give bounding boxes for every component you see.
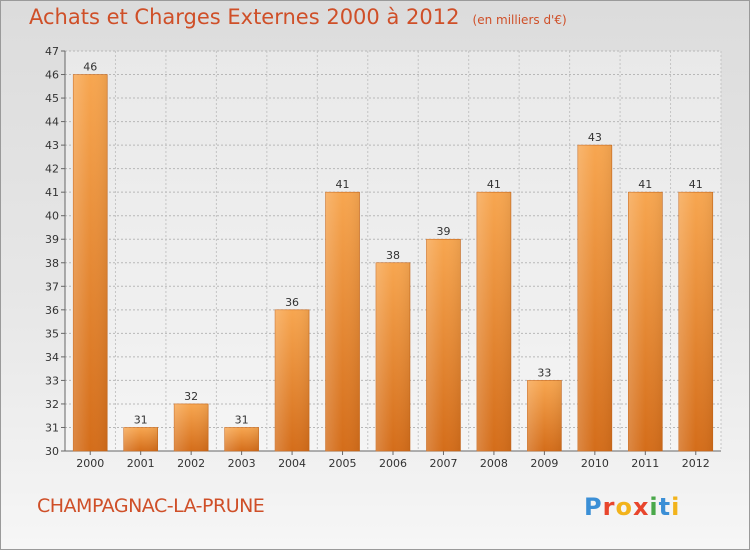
y-tick-label: 30 [45, 445, 59, 458]
y-tick-label: 45 [45, 92, 59, 105]
x-tick-label: 2011 [631, 457, 659, 470]
commune-name: CHAMPAGNAC-LA-PRUNE [37, 495, 265, 517]
chart-unit: (en milliers d'€) [472, 13, 567, 27]
x-tick-label: 2006 [379, 457, 407, 470]
logo-letter: x [632, 493, 650, 521]
labels: 30 31 32 33 34 35 36 37 38 39 40 41 42 43 44 45 46 47 46 20… [45, 45, 710, 470]
title-row: Achats et Charges Externes 2000 à 2012 (… [29, 5, 567, 29]
data-label: 33 [537, 366, 551, 379]
data-label: 32 [184, 390, 198, 403]
bars [72, 74, 714, 452]
data-label: 39 [436, 225, 450, 238]
bar-sheen [577, 145, 612, 451]
data-label: 31 [134, 413, 148, 426]
y-tick-label: 40 [45, 210, 59, 223]
x-tick-label: 2004 [278, 457, 306, 470]
chart-title: Achats et Charges Externes 2000 à 2012 [29, 5, 460, 29]
x-tick-label: 2005 [329, 457, 357, 470]
bar-sheen [275, 309, 310, 451]
y-tick-label: 39 [45, 233, 59, 246]
y-tick-label: 41 [45, 186, 59, 199]
bar-sheen [426, 239, 461, 451]
y-tick-label: 33 [45, 374, 59, 387]
x-tick-label: 2003 [228, 457, 256, 470]
logo-letter: r [602, 493, 616, 521]
x-tick-label: 2009 [530, 457, 558, 470]
data-label: 41 [638, 178, 652, 191]
x-tick-label: 2002 [177, 457, 205, 470]
logo-letter: i [649, 493, 659, 521]
data-label: 41 [689, 178, 703, 191]
y-tick-label: 38 [45, 257, 59, 270]
data-label: 46 [83, 61, 97, 74]
y-tick-label: 31 [45, 421, 59, 434]
logo-letter: o [615, 493, 633, 521]
bar-sheen [678, 192, 713, 452]
y-tick-label: 47 [45, 45, 59, 58]
y-tick-label: 36 [45, 304, 59, 317]
bar-sheen [174, 403, 209, 451]
x-tick-label: 2000 [76, 457, 104, 470]
y-tick-label: 34 [45, 351, 59, 364]
y-tick-label: 46 [45, 69, 59, 82]
data-label: 38 [386, 249, 400, 262]
logo-letter: P [584, 493, 603, 521]
bar-sheen [123, 427, 158, 451]
bar-sheen [628, 192, 663, 452]
x-tick-label: 2008 [480, 457, 508, 470]
data-label: 41 [487, 178, 501, 191]
x-tick-label: 2012 [682, 457, 710, 470]
y-tick-label: 37 [45, 280, 59, 293]
x-tick-label: 2001 [127, 457, 155, 470]
y-tick-label: 35 [45, 327, 59, 340]
bar-sheen [224, 427, 259, 451]
bar-sheen [527, 380, 562, 451]
y-tick-label: 43 [45, 139, 59, 152]
data-label: 41 [336, 178, 350, 191]
logo-letter: t [658, 493, 672, 521]
x-tick-label: 2007 [429, 457, 457, 470]
y-tick-label: 44 [45, 116, 59, 129]
data-label: 43 [588, 131, 602, 144]
x-tick-label: 2010 [581, 457, 609, 470]
logo-letter: i [671, 493, 681, 521]
y-tick-label: 42 [45, 163, 59, 176]
data-label: 36 [285, 296, 299, 309]
y-tick-label: 32 [45, 398, 59, 411]
data-label: 31 [235, 413, 249, 426]
bar-sheen [376, 262, 410, 451]
proxiti-logo: Proxiti [584, 493, 680, 521]
bar-sheen [73, 74, 108, 451]
bar-sheen [325, 192, 360, 452]
bar-sheen [476, 192, 511, 452]
